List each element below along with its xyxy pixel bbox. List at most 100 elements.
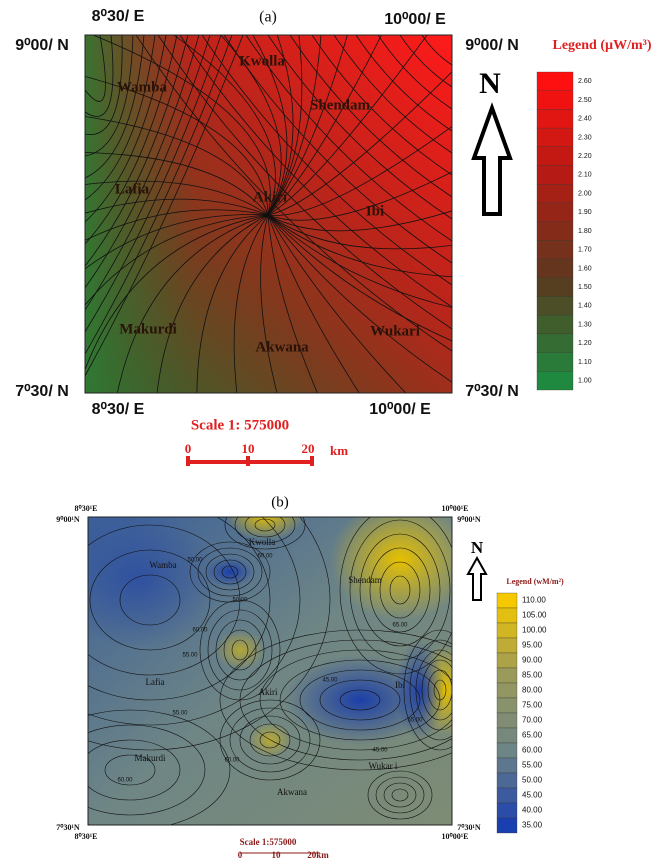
contour-label: 45.00 <box>322 678 338 684</box>
scale-title: Scale 1: 575000 <box>191 417 289 433</box>
legend-swatch <box>497 653 517 668</box>
contour-label: 45.00 <box>372 748 388 754</box>
legend-swatch <box>537 296 573 315</box>
legend-label: 1.90 <box>578 209 592 216</box>
legend-label: 2.00 <box>578 190 592 197</box>
legend-label: 95.00 <box>522 641 543 650</box>
place-label: Akwana <box>255 339 309 355</box>
coord-label: 7⁰30/ N <box>465 383 519 400</box>
legend-swatch <box>497 698 517 713</box>
place-label: Shendam <box>310 97 371 113</box>
legend-label: 1.80 <box>578 228 592 235</box>
north-label: N <box>471 538 484 557</box>
scale-tick: 10 <box>272 850 282 860</box>
scale-title: Scale 1:575000 <box>240 837 297 847</box>
scale-tick: 0 <box>185 441 192 456</box>
coord-label: 7⁰30/ N <box>15 383 69 400</box>
panel-label: (b) <box>271 494 289 510</box>
contour-label: 55.00 <box>182 653 198 659</box>
legend-label: 1.30 <box>578 321 592 328</box>
contour-label: 60.00 <box>224 758 240 764</box>
contour-label: 55.00 <box>172 711 188 717</box>
legend-label: 35.00 <box>522 821 543 830</box>
legend-label: 100.00 <box>522 626 547 635</box>
legend-label: 85.00 <box>522 671 543 680</box>
legend-label: 2.50 <box>578 97 592 104</box>
contour-label: 50.00 <box>187 558 203 564</box>
coord-label: 7⁰30¹N <box>56 823 80 832</box>
coord-label: 10⁰00¹E <box>442 504 469 513</box>
legend-swatch <box>537 334 573 353</box>
legend-swatch <box>497 773 517 788</box>
legend-swatch <box>497 728 517 743</box>
contour-label: 55.00 <box>407 718 423 724</box>
place-label: Wukari <box>370 323 420 339</box>
legend-label: 1.60 <box>578 265 592 272</box>
north-arrow <box>474 108 510 214</box>
legend-swatch <box>497 818 517 833</box>
legend-swatch <box>537 259 573 278</box>
coord-label: 8⁰30¹E <box>75 504 98 513</box>
place-label: Lafia <box>115 181 150 197</box>
legend-swatch <box>497 638 517 653</box>
place-label: Akiri <box>253 189 287 205</box>
legend-swatch <box>537 203 573 222</box>
place-label: Ibi <box>395 680 405 690</box>
legend-swatch <box>497 713 517 728</box>
scale-tick: 20 <box>302 441 315 456</box>
coord-label: 10⁰00¹E <box>442 832 469 841</box>
legend-swatch <box>537 371 573 390</box>
scale-bar <box>188 456 312 466</box>
contour-label: 60.00 <box>117 778 133 784</box>
place-label: Ibi <box>366 203 384 219</box>
legend-swatch <box>497 758 517 773</box>
coord-label: 9⁰00/ N <box>15 37 69 54</box>
legend-swatch <box>537 184 573 203</box>
legend-swatch <box>497 803 517 818</box>
legend-label: 75.00 <box>522 701 543 710</box>
legend-label: 2.60 <box>578 78 592 85</box>
legend-swatch <box>537 353 573 372</box>
place-label: Makurdi <box>135 753 166 763</box>
coord-label: 9⁰00/ N <box>465 37 519 54</box>
legend-label: 50.00 <box>522 776 543 785</box>
coord-label: 9⁰00¹N <box>56 515 80 524</box>
legend-label: 2.20 <box>578 153 592 160</box>
legend-label: 40.00 <box>522 806 543 815</box>
legend-swatch <box>537 128 573 147</box>
legend-swatch <box>537 91 573 110</box>
legend-label: 65.00 <box>522 731 543 740</box>
place-label: Lafia <box>146 677 165 687</box>
legend-label: 2.10 <box>578 172 592 179</box>
place-label: Akiri <box>259 687 278 697</box>
scale-tick: 0 <box>238 850 243 860</box>
scale-tick: 10 <box>242 441 255 456</box>
legend-label: 60.00 <box>522 746 543 755</box>
legend-label: 70.00 <box>522 716 543 725</box>
place-label: Shendam <box>348 575 382 585</box>
legend-label: 80.00 <box>522 686 543 695</box>
coord-label: 10⁰00/ E <box>384 11 446 28</box>
legend-label: 2.30 <box>578 134 592 141</box>
legend-label: 1.00 <box>578 377 592 384</box>
contour-label: 50.00 <box>232 598 248 604</box>
legend-swatch <box>537 72 573 91</box>
legend-swatch <box>537 315 573 334</box>
legend-swatch <box>497 608 517 623</box>
coord-label: 8⁰30/ E <box>92 401 145 418</box>
legend-label: 105.00 <box>522 611 547 620</box>
north-label: N <box>479 67 501 100</box>
place-label: Wamba <box>149 560 176 570</box>
place-label: Kwolla <box>239 53 285 69</box>
legend-swatch <box>497 593 517 608</box>
coord-label: 8⁰30/ E <box>92 8 145 25</box>
contour-label: 60.00 <box>257 554 273 560</box>
legend-swatch <box>497 683 517 698</box>
place-label: Wamba <box>117 79 168 95</box>
legend-swatch <box>497 623 517 638</box>
scale-tick: 20km <box>307 850 329 860</box>
legend-swatch <box>537 147 573 166</box>
place-label: Makurdi <box>119 321 177 337</box>
coord-label: 10⁰00/ E <box>369 401 431 418</box>
legend-label: 45.00 <box>522 791 543 800</box>
